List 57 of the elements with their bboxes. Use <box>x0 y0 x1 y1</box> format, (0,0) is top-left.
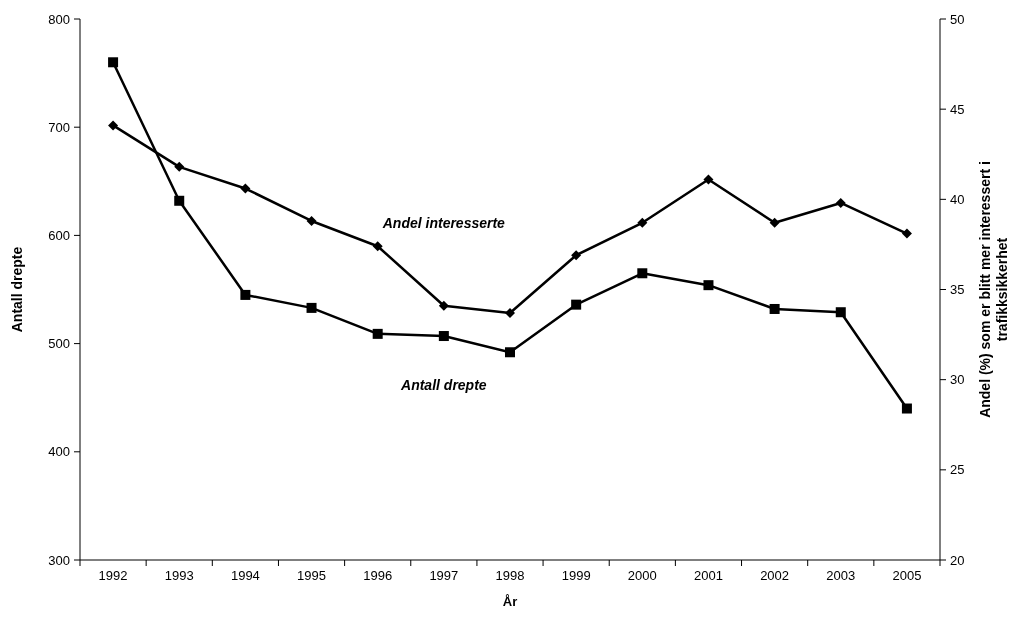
point <box>372 241 383 252</box>
x-tick-label: 1993 <box>164 568 194 583</box>
x-tick-label: 1999 <box>561 568 591 583</box>
x-axis-title: År <box>502 594 518 609</box>
y-tick-label: 800 <box>48 11 70 27</box>
point <box>571 299 582 310</box>
point <box>108 120 119 131</box>
point <box>571 250 582 261</box>
point <box>835 307 846 318</box>
x-tick-label: 1997 <box>429 568 459 583</box>
x-tick-label: 2002 <box>760 568 790 583</box>
y2-tick-label: 50 <box>950 11 965 27</box>
y-axis-title: Antall drepte <box>9 246 25 333</box>
x-tick-label: 1996 <box>363 568 393 583</box>
point <box>372 328 383 339</box>
y2-tick-label: 35 <box>950 282 965 298</box>
y2-tick-label: 20 <box>950 552 965 568</box>
point <box>835 197 846 208</box>
y-tick-label: 400 <box>48 444 70 460</box>
y2-axis-title: Andel (%) som er blitt mer interessert i trafikksikkerhet <box>977 161 1010 418</box>
point <box>505 347 515 358</box>
y-tick-label: 300 <box>48 552 70 568</box>
y-tick-label: 600 <box>48 227 70 243</box>
y-tick-label: 700 <box>48 119 70 135</box>
point <box>438 300 449 311</box>
y2-tick-label: 45 <box>950 101 965 117</box>
point <box>703 174 714 185</box>
x-tick-label: 2001 <box>694 568 723 583</box>
series-label: Antall drepte <box>400 377 487 394</box>
y-tick-label: 500 <box>48 336 70 352</box>
point <box>306 215 317 226</box>
y2-tick-label: 40 <box>950 191 965 207</box>
x-tick-label: 2000 <box>627 568 657 583</box>
point <box>240 289 251 300</box>
point <box>174 161 185 172</box>
point <box>505 307 515 318</box>
point <box>637 217 648 228</box>
x-tick-label: 1998 <box>495 568 525 583</box>
y2-tick-label: 30 <box>950 372 965 388</box>
point <box>901 228 912 239</box>
series-label: Andel interesserte <box>381 214 506 231</box>
x-tick-label: 1992 <box>98 568 128 583</box>
x-tick-label: 1995 <box>297 568 326 583</box>
point <box>703 280 714 291</box>
point <box>769 303 780 314</box>
point <box>438 331 449 342</box>
point <box>240 183 251 194</box>
x-tick-label: 2005 <box>892 568 922 583</box>
point <box>769 217 780 228</box>
point <box>306 302 317 313</box>
point <box>637 268 648 279</box>
y2-tick-label: 25 <box>950 462 965 478</box>
point <box>174 195 185 206</box>
point <box>901 403 912 414</box>
x-tick-label: 1994 <box>230 568 260 583</box>
point <box>108 57 119 68</box>
x-tick-label: 2003 <box>826 568 856 583</box>
